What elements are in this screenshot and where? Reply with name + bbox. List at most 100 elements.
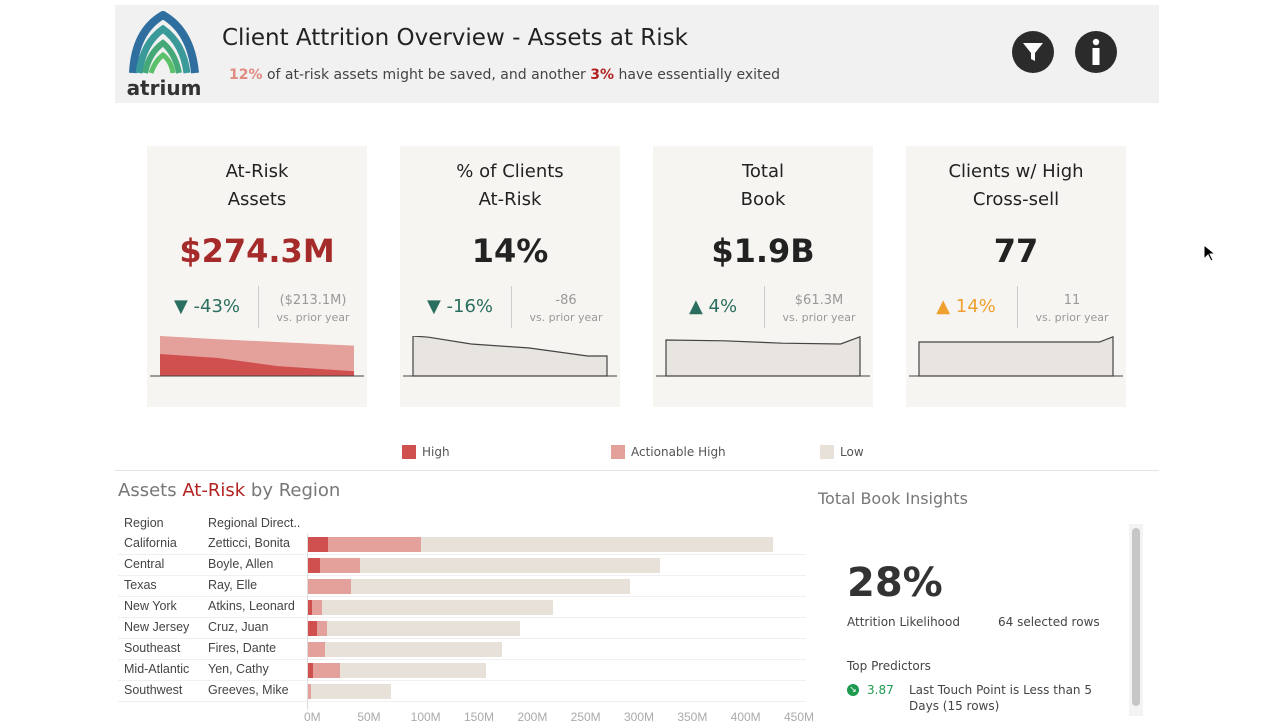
spark-area [665, 336, 861, 377]
x-tick-label: 150M [464, 710, 495, 724]
attrition-label: Attrition Likelihood [847, 615, 960, 629]
bar-high[interactable] [307, 558, 320, 573]
table-row[interactable]: California Zetticci, Bonita [118, 534, 806, 555]
table-row[interactable]: Mid-Atlantic Yen, Cathy [118, 660, 806, 681]
region-label: Central [124, 557, 165, 571]
bar-low[interactable] [325, 642, 503, 657]
bar-low[interactable] [360, 558, 661, 573]
divider [115, 470, 1159, 471]
svg-text:atrium: atrium [127, 76, 202, 99]
spark-high-area [160, 354, 354, 376]
bar-actionable-high[interactable] [319, 558, 361, 573]
card-title: Total Book [740, 161, 786, 210]
card-change: ▼ -16% [426, 296, 494, 317]
divider [511, 286, 512, 328]
insights-scrollbar[interactable] [1129, 524, 1143, 716]
table-row[interactable]: Texas Ray, Elle [118, 576, 806, 597]
bar-low[interactable] [340, 663, 487, 678]
bar-actionable-high[interactable] [307, 642, 326, 657]
prior-year: $61.3M vs. prior year [782, 293, 856, 324]
card-change: ▲ 14% [936, 296, 996, 317]
bar-low[interactable] [327, 621, 521, 636]
bar-high[interactable] [307, 663, 314, 678]
legend-low: Low [820, 445, 864, 459]
x-tick-label: 200M [517, 710, 548, 724]
attrition-value: 28% [847, 560, 943, 606]
region-label: Southwest [124, 683, 183, 697]
sparkline [403, 336, 617, 377]
bar-actionable-high[interactable] [328, 537, 422, 552]
region-label: Texas [124, 578, 157, 592]
x-tick-label: 50M [357, 710, 381, 724]
bar-actionable-high[interactable] [312, 600, 322, 615]
table-row[interactable]: New York Atkins, Leonard [118, 597, 806, 618]
kpi-card[interactable]: Total Book $1.9B ▲ 4% $61.3M vs. prior yea… [653, 146, 873, 407]
card-title: % of Clients At-Risk [456, 161, 564, 210]
atrium-logo: atrium [127, 11, 202, 99]
prior-year: ($213.1M) vs. prior year [276, 293, 350, 324]
card-title: Clients w/ High Cross-sell [948, 161, 1084, 210]
director-label: Greeves, Mike [208, 683, 289, 697]
insights-title: Total Book Insights [818, 489, 968, 508]
director-header[interactable]: Regional Direct.. [208, 516, 301, 530]
bar-actionable-high[interactable] [313, 663, 341, 678]
sparkline [909, 336, 1123, 377]
prior-year: -86 vs. prior year [529, 293, 603, 324]
card-change: ▲ 4% [688, 296, 738, 317]
bar-low[interactable] [421, 537, 774, 552]
bar-low[interactable] [311, 684, 392, 699]
table-row[interactable]: Southeast Fires, Dante [118, 639, 806, 660]
predictor-item[interactable]: ↘ 3.87 Last Touch Point is Less than 5 D… [847, 682, 1117, 714]
bar-high[interactable] [307, 621, 317, 636]
x-tick-label: 250M [570, 710, 601, 724]
region-label: New Jersey [124, 620, 190, 634]
bar-high[interactable] [307, 600, 313, 615]
region-header[interactable]: Region [124, 516, 164, 530]
bar-actionable-high[interactable] [308, 579, 351, 594]
info-button[interactable] [1075, 31, 1117, 73]
bar-actionable-high[interactable] [307, 684, 312, 699]
divider [764, 286, 765, 328]
header: atrium Client Attrition Overview - Asset… [115, 5, 1159, 103]
x-tick-label: 350M [677, 710, 708, 724]
director-label: Ray, Elle [208, 578, 258, 592]
spark-area [412, 336, 608, 377]
axis-line [307, 534, 308, 710]
kpi-card[interactable]: Clients w/ High Cross-sell 77 ▲ 14% 11 vs.… [906, 146, 1126, 407]
filter-icon [1023, 43, 1043, 61]
card-change: ▼ -43% [173, 296, 241, 317]
director-label: Zetticci, Bonita [208, 536, 290, 550]
bar-low[interactable] [350, 579, 631, 594]
bar-high[interactable] [307, 537, 329, 552]
x-tick-label: 300M [624, 710, 655, 724]
region-chart-title: Assets At-Risk by Region [118, 480, 341, 501]
legend-actionable-high: Actionable High [611, 445, 726, 459]
top-predictors-title: Top Predictors [847, 659, 931, 673]
filter-button[interactable] [1012, 31, 1054, 73]
mouse-cursor-icon [1203, 244, 1215, 262]
subtitle: 12% of at-risk assets might be saved, an… [229, 67, 780, 83]
card-value: $1.9B [711, 232, 815, 270]
region-label: New York [124, 599, 177, 613]
x-tick-label: 0M [304, 710, 321, 724]
director-label: Yen, Cathy [208, 662, 269, 676]
arrow-down-right-icon: ↘ [847, 684, 859, 696]
prior-year: 11 vs. prior year [1035, 293, 1109, 324]
scrollbar-thumb[interactable] [1132, 528, 1140, 706]
card-value: 14% [471, 232, 549, 270]
region-label: Mid-Atlantic [124, 662, 190, 676]
kpi-card[interactable]: At-Risk Assets $274.3M ▼ -43% ($213.1M) vs… [147, 146, 367, 407]
table-row[interactable]: New Jersey Cruz, Juan [118, 618, 806, 639]
sparkline [150, 336, 364, 377]
selected-rows: 64 selected rows [998, 615, 1100, 629]
bar-actionable-high[interactable] [316, 621, 328, 636]
bar-low[interactable] [321, 600, 554, 615]
region-label: Southeast [124, 641, 181, 655]
x-tick-label: 100M [410, 710, 441, 724]
x-tick-label: 400M [730, 710, 761, 724]
table-row[interactable]: Central Boyle, Allen [118, 555, 806, 576]
card-title: At-Risk Assets [225, 161, 289, 210]
table-row[interactable]: Southwest Greeves, Mike [118, 681, 806, 702]
kpi-card[interactable]: % of Clients At-Risk 14% ▼ -16% -86 vs. pr… [400, 146, 620, 407]
page-title: Client Attrition Overview - Assets at Ri… [222, 25, 688, 51]
